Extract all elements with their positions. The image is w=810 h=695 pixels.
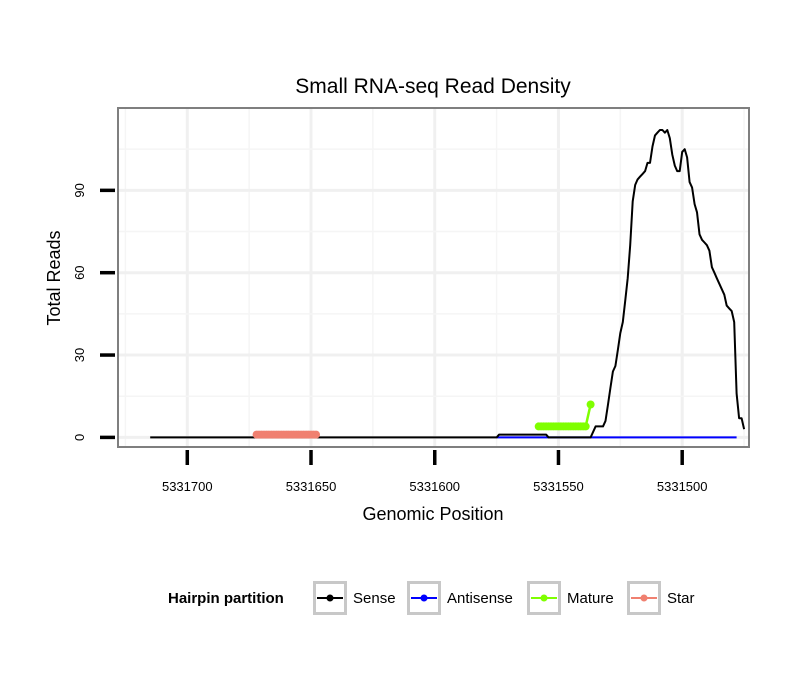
legend-label-star: Star (667, 590, 695, 607)
legend-key-point-sense (326, 594, 334, 602)
y-tick-label: 30 (72, 348, 87, 362)
y-axis-label: Total Reads (44, 230, 64, 325)
series-point-mature (586, 400, 595, 409)
legend-entries: Sense Antisense Mature Star (313, 581, 695, 615)
y-tick-label: 60 (72, 265, 87, 279)
x-axis-label: Genomic Position (362, 504, 503, 524)
series-point-star (312, 430, 320, 439)
chart-title: Small RNA-seq Read Density (295, 75, 571, 98)
legend-label-mature: Mature (567, 590, 614, 607)
legend-label-antisense: Antisense (447, 590, 513, 607)
legend-title: Hairpin partition (168, 590, 284, 607)
x-tick-label: 5331650 (286, 479, 337, 494)
legend: Hairpin partition Sense Antisense Mature St… (168, 581, 695, 615)
x-tick-label: 5331600 (409, 479, 460, 494)
plot-border (117, 107, 750, 448)
legend-label-sense: Sense (353, 590, 396, 607)
series-line-sense (150, 129, 746, 439)
y-tick-label: 90 (72, 183, 87, 197)
series-point-mature (581, 422, 590, 431)
legend-key-point-mature (540, 594, 548, 602)
axis-layer: 5331700 5331650 5331600 5331550 5331500 0 30 60… (72, 183, 708, 494)
x-tick-label: 5331500 (657, 479, 708, 494)
x-tick-label: 5331700 (162, 479, 213, 494)
legend-key-point-star (640, 594, 648, 602)
series-layer (150, 129, 746, 439)
y-tick-label: 0 (72, 434, 87, 441)
legend-key-point-antisense (420, 594, 428, 602)
x-tick-label: 5331550 (533, 479, 584, 494)
